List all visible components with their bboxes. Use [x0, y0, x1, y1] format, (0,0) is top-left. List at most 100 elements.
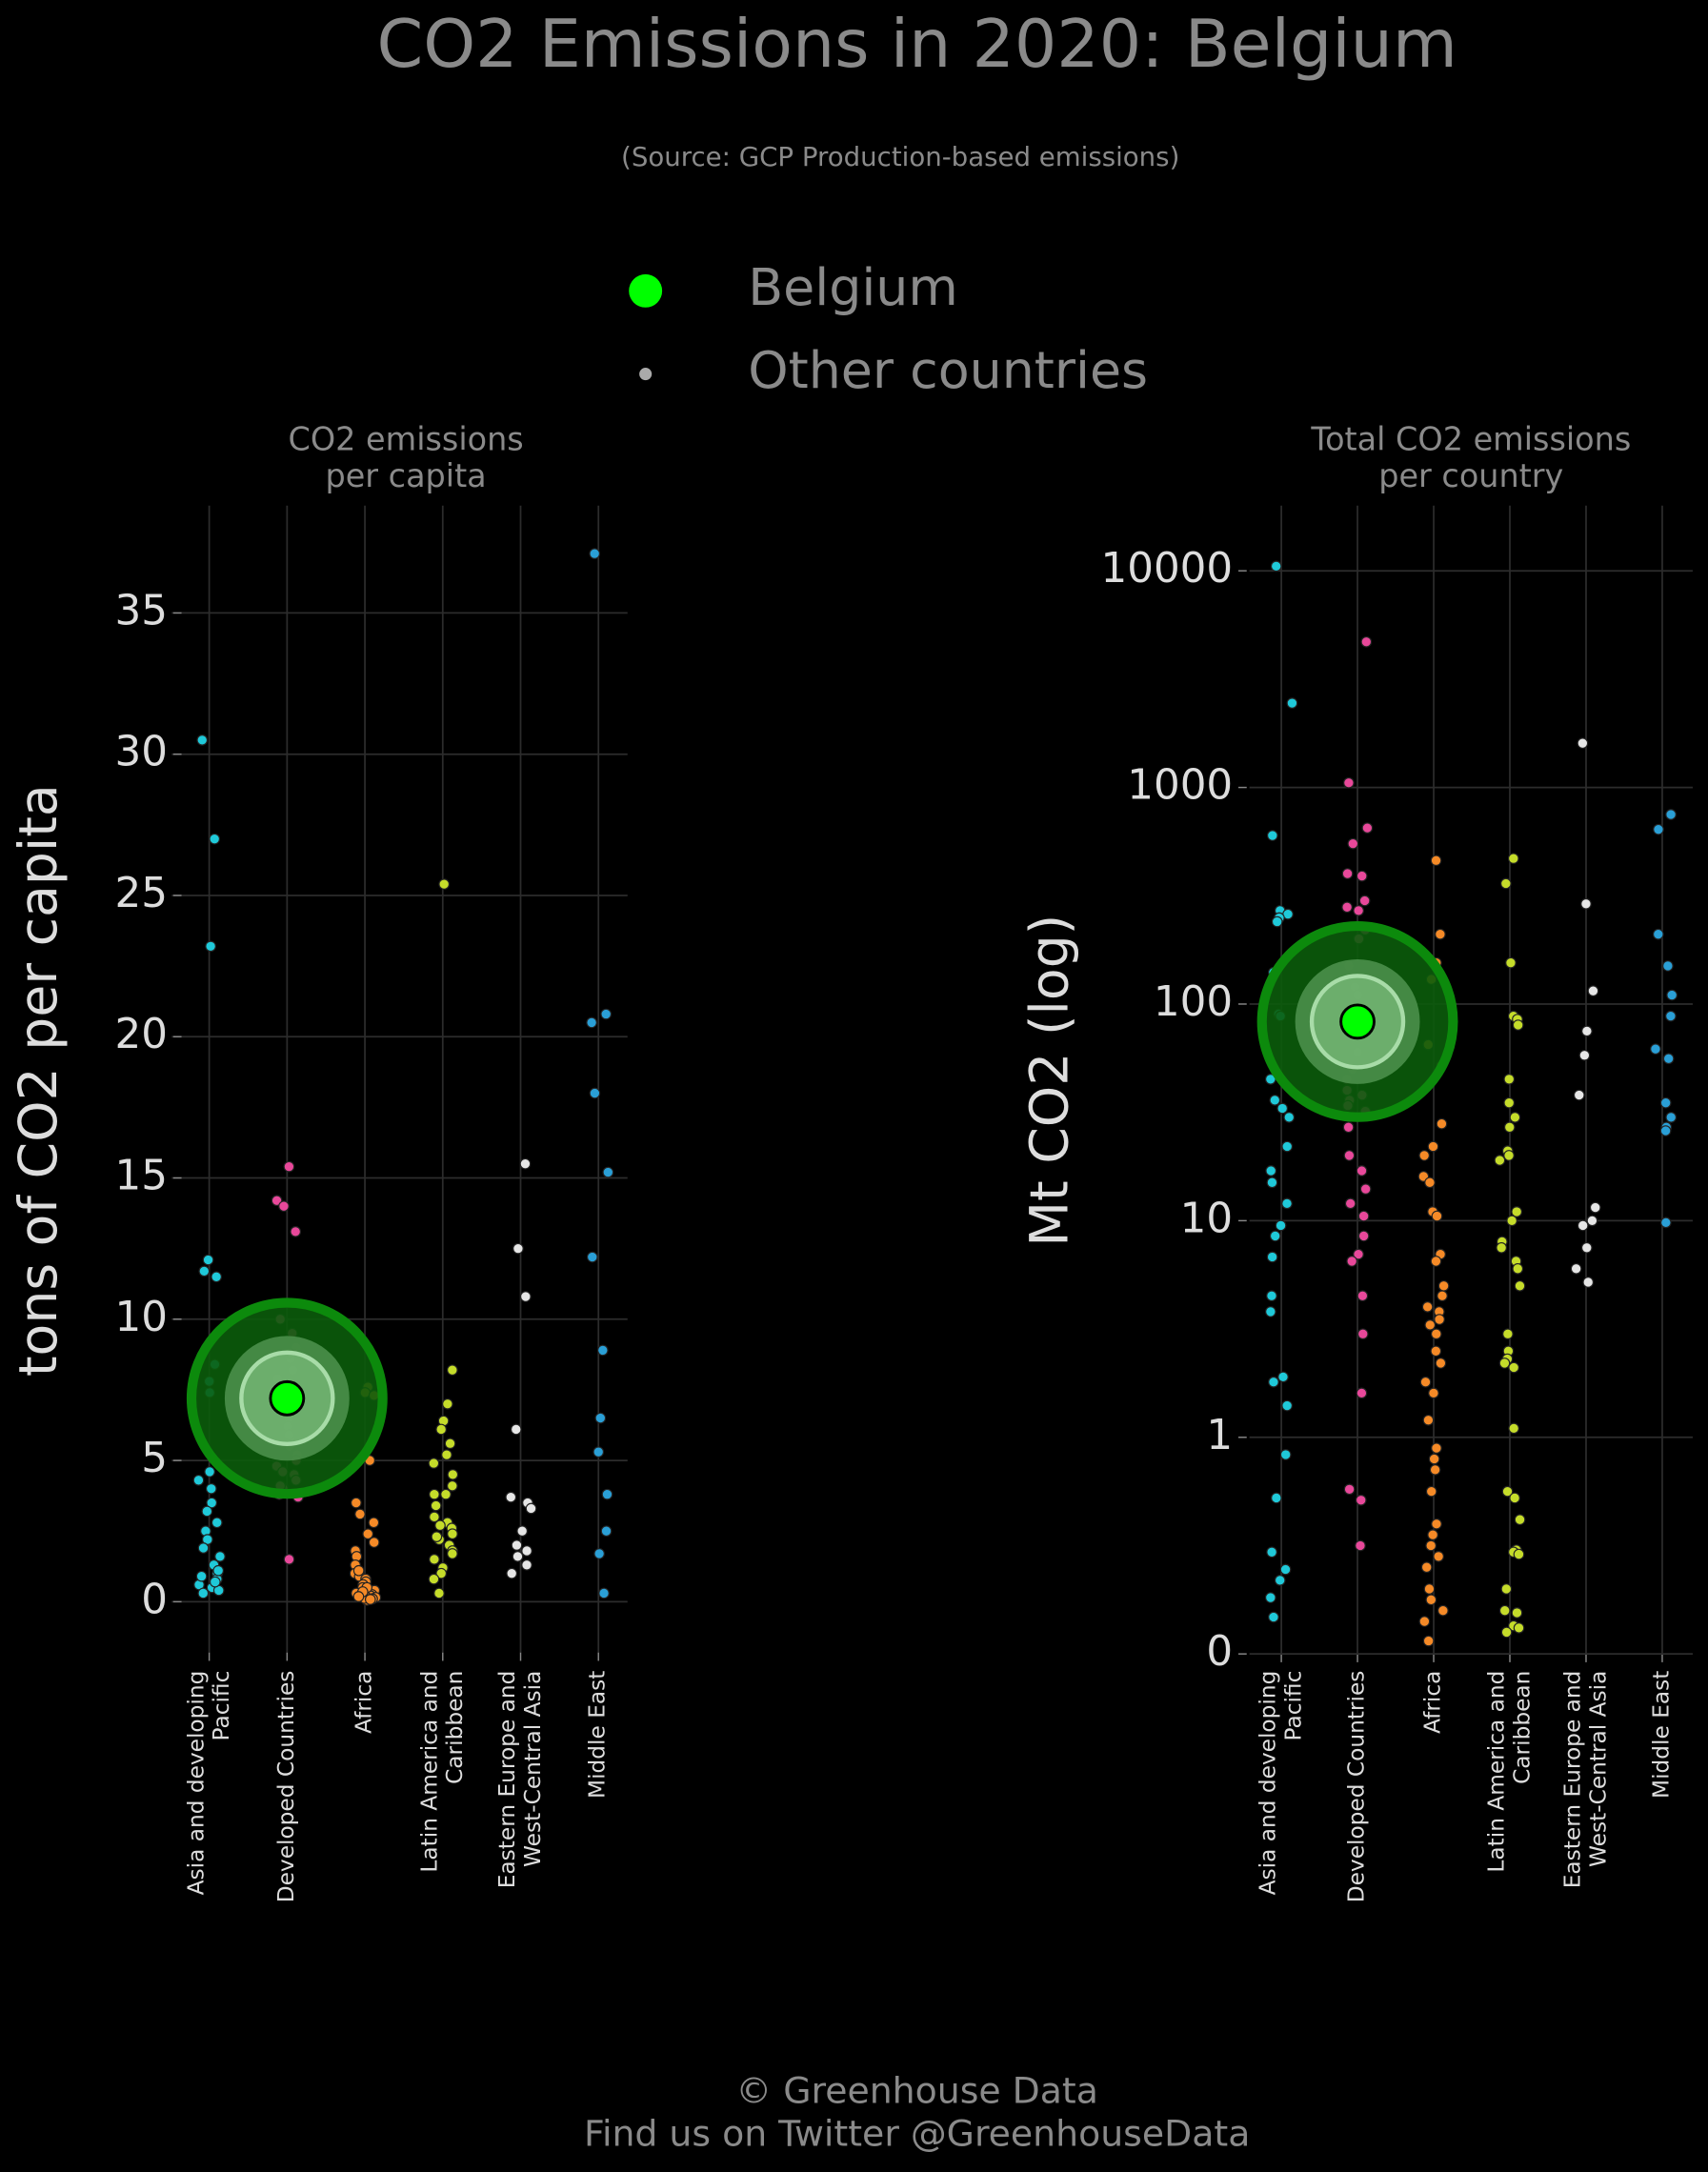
data-point	[447, 1548, 458, 1559]
legend-marker	[629, 273, 663, 308]
data-point	[1422, 1414, 1435, 1426]
data-point	[1281, 1140, 1294, 1153]
data-point	[447, 1479, 458, 1492]
data-point	[1430, 855, 1442, 867]
data-point	[1279, 1449, 1292, 1460]
data-point	[1356, 1387, 1368, 1399]
data-point	[1428, 1453, 1440, 1465]
footer: © Greenhouse Data	[735, 2070, 1098, 2112]
data-point	[512, 1551, 524, 1562]
data-point	[1357, 1210, 1370, 1222]
data-point	[1662, 960, 1674, 972]
legend-marker	[637, 366, 653, 382]
data-point	[1508, 1361, 1519, 1374]
data-point	[205, 1482, 217, 1495]
data-point	[1286, 697, 1298, 709]
data-point	[1589, 1201, 1601, 1214]
data-point	[1666, 989, 1678, 1001]
y-tick-label: 5	[141, 1435, 168, 1482]
data-point	[1267, 830, 1278, 841]
y-tick-label: 10	[115, 1294, 168, 1341]
x-tick-label: Eastern Europe andWest-Central Asia	[494, 1671, 546, 1889]
data-point	[1421, 1301, 1434, 1313]
data-point	[429, 1511, 440, 1523]
data-point	[1498, 1358, 1511, 1369]
data-point	[1422, 1635, 1435, 1647]
y-tick-label: 1	[1206, 1412, 1233, 1459]
data-point	[1653, 823, 1664, 835]
data-point	[1357, 1230, 1370, 1242]
data-point	[1437, 1280, 1450, 1292]
data-point	[1665, 1112, 1678, 1123]
data-point	[283, 1160, 295, 1173]
data-point	[212, 1564, 225, 1577]
data-point	[1430, 1328, 1442, 1340]
data-point	[1435, 1358, 1447, 1369]
data-point	[368, 1517, 380, 1529]
data-point	[192, 1475, 205, 1486]
y-tick-label: 20	[115, 1011, 168, 1058]
data-point	[1277, 1371, 1289, 1383]
data-point	[1435, 928, 1446, 940]
chart-subtitle: (Source: GCP Production-based emissions)	[621, 141, 1179, 172]
data-point	[1500, 877, 1512, 890]
x-tick-label: Eastern Europe andWest-Central Asia	[1559, 1671, 1611, 1889]
data-point	[1662, 1053, 1675, 1065]
data-point	[364, 1594, 376, 1605]
data-point	[600, 1525, 613, 1538]
data-point	[1427, 1140, 1439, 1153]
data-point	[1281, 1399, 1293, 1412]
data-point	[589, 1087, 601, 1099]
data-point	[1424, 1319, 1437, 1331]
data-point	[1271, 1492, 1282, 1504]
data-point	[1431, 1442, 1442, 1454]
data-point	[368, 1537, 380, 1548]
data-point	[1269, 1230, 1281, 1242]
y-tick-label: 25	[115, 870, 168, 917]
data-point	[1513, 1622, 1525, 1634]
x-tick-label: Africa	[1420, 1671, 1446, 1734]
data-point	[205, 940, 216, 953]
data-point	[1425, 1539, 1437, 1552]
data-point	[195, 1570, 208, 1582]
y-tick-label: 35	[115, 587, 168, 634]
data-point	[1264, 1592, 1276, 1603]
data-point	[1503, 1150, 1515, 1161]
data-point	[447, 1528, 458, 1539]
data-point	[352, 1564, 365, 1577]
data-point	[593, 1548, 605, 1559]
data-point	[1502, 1328, 1514, 1340]
y-tick-label: 15	[115, 1153, 168, 1200]
data-point	[1270, 560, 1282, 573]
data-point	[1269, 1095, 1281, 1106]
data-point	[1578, 1049, 1591, 1061]
data-point	[1427, 1529, 1438, 1540]
data-point	[1503, 1096, 1516, 1109]
data-point	[1283, 1112, 1296, 1123]
highlight-point	[269, 1379, 306, 1417]
data-point	[428, 1573, 440, 1585]
data-point	[447, 1364, 458, 1376]
data-point	[1503, 1074, 1516, 1085]
data-point	[1652, 928, 1664, 940]
data-point	[512, 1242, 524, 1255]
data-point	[196, 734, 209, 746]
data-point	[1424, 1176, 1436, 1189]
data-point	[1587, 985, 1599, 996]
data-point	[1428, 1387, 1439, 1399]
panel-title: CO2 emissions per capita	[288, 420, 523, 493]
x-tick-label: Middle East	[585, 1671, 611, 1799]
data-point	[1430, 1345, 1442, 1358]
data-point	[1356, 870, 1368, 882]
data-point	[1275, 1219, 1287, 1232]
data-point	[1500, 1583, 1513, 1595]
x-tick-label: Asia and developingPacific	[183, 1671, 234, 1896]
data-point	[1586, 1215, 1598, 1227]
data-point	[1429, 1464, 1441, 1476]
data-point	[202, 1254, 214, 1266]
data-point	[1580, 898, 1592, 910]
y-tick-label: 1000	[1127, 762, 1233, 810]
data-point	[1514, 1514, 1526, 1526]
data-point	[516, 1525, 528, 1538]
